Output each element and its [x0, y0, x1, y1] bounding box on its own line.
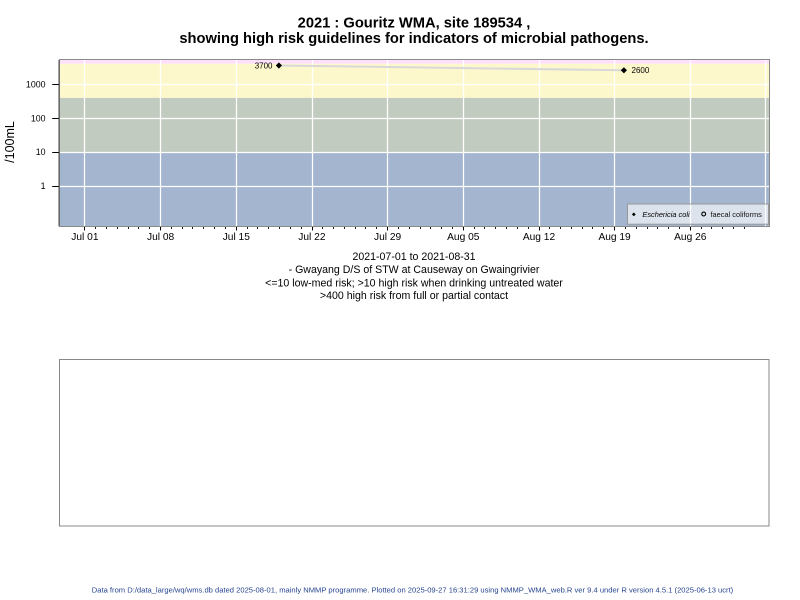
svg-text:2600: 2600 — [632, 66, 650, 75]
svg-text:1000: 1000 — [26, 80, 46, 90]
svg-text:/100mL: /100mL — [3, 121, 17, 163]
svg-text:showing high risk guidelines f: showing high risk guidelines for indicat… — [179, 31, 648, 47]
svg-text:Data from D:/data_large/wq/wms: Data from D:/data_large/wq/wms.db dated … — [92, 586, 734, 595]
svg-text:Jul 22: Jul 22 — [298, 232, 326, 243]
svg-text:Aug 26: Aug 26 — [674, 232, 707, 243]
svg-text:10: 10 — [36, 147, 46, 157]
svg-text:>400 high risk from full or pa: >400 high risk from full or partial cont… — [320, 290, 508, 302]
svg-text:Aug 12: Aug 12 — [523, 232, 556, 243]
svg-text:<=10 low-med risk; >10 high ri: <=10 low-med risk; >10 high risk when dr… — [265, 277, 563, 289]
svg-text:Eschericia coli: Eschericia coli — [642, 210, 690, 219]
svg-text:2021-07-01 to 2021-08-31: 2021-07-01 to 2021-08-31 — [352, 251, 475, 263]
svg-text:Jul 01: Jul 01 — [71, 232, 99, 243]
svg-text:2021 : Gouritz WMA, site 18953: 2021 : Gouritz WMA, site 189534 , — [298, 16, 531, 32]
svg-text:faecal coliforms: faecal coliforms — [711, 210, 763, 219]
svg-text:Jul 29: Jul 29 — [374, 232, 402, 243]
svg-text:- Gwayang D/S of STW at Causew: - Gwayang D/S of STW at Causeway on Gwai… — [289, 264, 540, 276]
svg-text:Aug 05: Aug 05 — [447, 232, 480, 243]
svg-text:1: 1 — [41, 181, 46, 191]
svg-text:100: 100 — [31, 113, 46, 123]
svg-text:Aug 19: Aug 19 — [598, 232, 631, 243]
svg-text:3700: 3700 — [255, 61, 273, 70]
svg-text:Jul 08: Jul 08 — [147, 232, 175, 243]
svg-text:Jul 15: Jul 15 — [223, 232, 251, 243]
